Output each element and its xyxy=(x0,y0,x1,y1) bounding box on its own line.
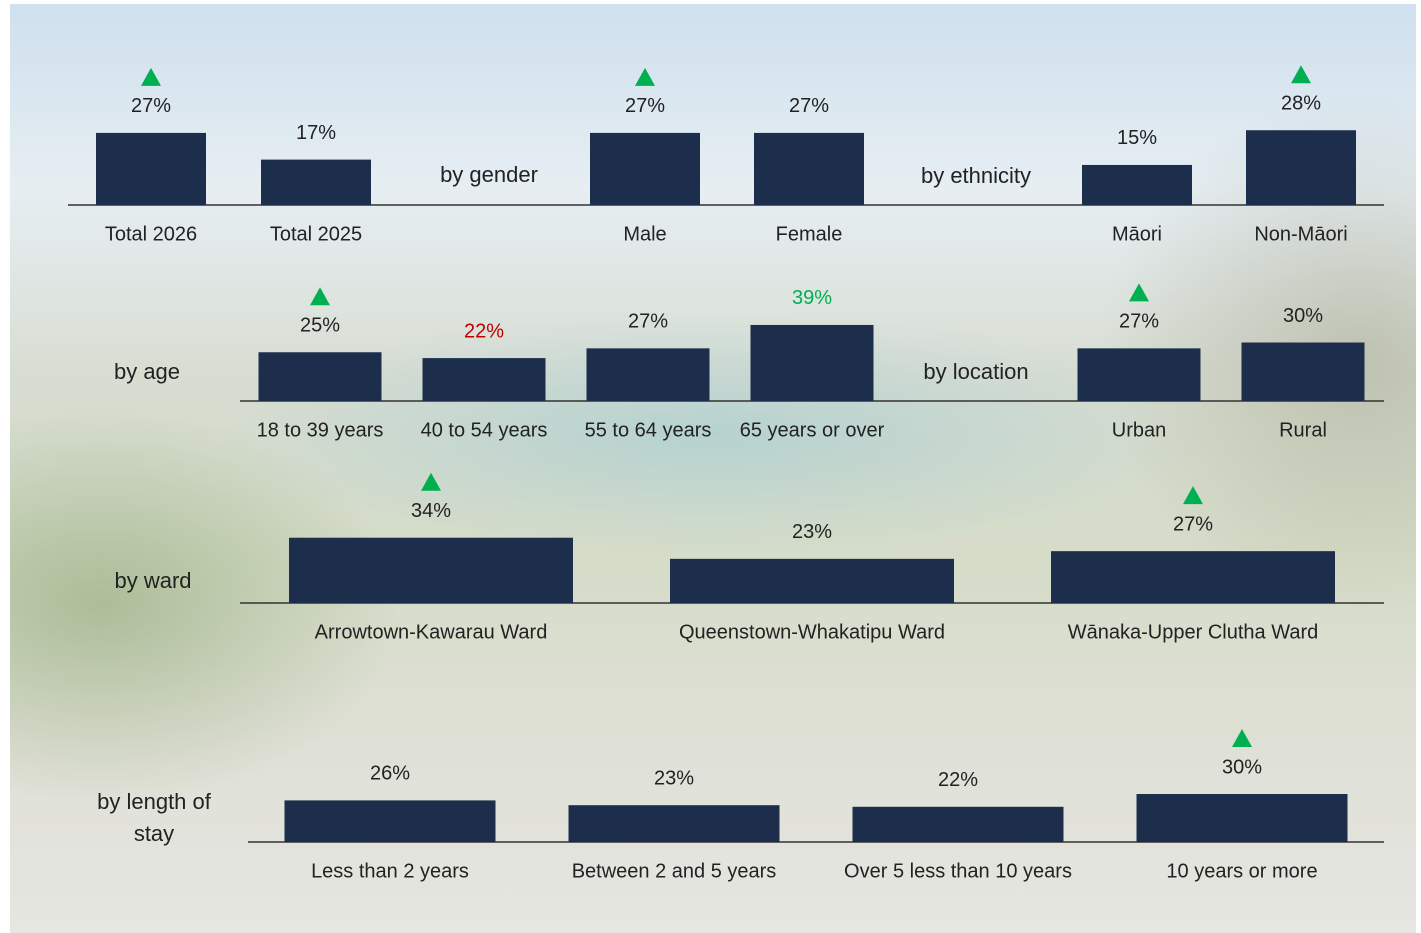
value-label: 17% xyxy=(296,122,336,144)
value-label: 30% xyxy=(1283,305,1323,327)
category-label: Male xyxy=(623,223,666,245)
bar xyxy=(96,132,206,205)
bar xyxy=(284,800,496,842)
group-title: by length of stay xyxy=(97,789,211,846)
category-label: 18 to 39 years xyxy=(257,419,384,441)
category-label: Arrowtown-Kawarau Ward xyxy=(315,621,548,643)
value-label: 23% xyxy=(654,767,694,789)
category-label: Rural xyxy=(1279,419,1327,441)
bar xyxy=(754,132,864,205)
value-label: 28% xyxy=(1281,93,1321,115)
category-label: Urban xyxy=(1112,419,1166,441)
category-label: 65 years or over xyxy=(740,419,885,441)
increase-marker xyxy=(421,472,441,491)
value-label: 22% xyxy=(938,769,978,791)
bar xyxy=(750,324,874,401)
value-label: 25% xyxy=(300,315,340,337)
bar xyxy=(289,537,573,603)
value-label: 26% xyxy=(370,763,410,785)
group-title: by ward xyxy=(114,568,192,593)
category-label: Wānaka-Upper Clutha Ward xyxy=(1068,621,1318,643)
category-label: Queenstown-Whakatipu Ward xyxy=(679,621,945,643)
value-label: 27% xyxy=(131,95,171,117)
value-label: 27% xyxy=(625,95,665,117)
category-label: Over 5 less than 10 years xyxy=(844,860,1072,882)
category-label: Total 2025 xyxy=(270,223,362,245)
group-title: by gender xyxy=(440,162,538,187)
bar xyxy=(258,352,382,401)
value-label: 30% xyxy=(1222,756,1262,778)
value-label: 27% xyxy=(628,311,668,333)
bar xyxy=(1082,164,1192,205)
bar xyxy=(1136,794,1348,842)
bar xyxy=(852,806,1064,842)
category-label: Non-Māori xyxy=(1254,223,1347,245)
value-label: 39% xyxy=(792,287,832,309)
bar xyxy=(586,348,710,401)
value-label: 22% xyxy=(464,320,504,342)
category-label: 10 years or more xyxy=(1166,860,1317,882)
increase-marker xyxy=(635,67,655,86)
value-label: 27% xyxy=(1173,513,1213,535)
category-label: 40 to 54 years xyxy=(421,419,548,441)
bar xyxy=(1077,348,1201,401)
bar xyxy=(422,358,546,401)
increase-marker xyxy=(1183,486,1203,505)
value-label: 34% xyxy=(411,500,451,522)
increase-marker xyxy=(1232,729,1252,747)
bar xyxy=(261,159,371,205)
background-photo xyxy=(10,4,1416,933)
bar xyxy=(670,558,954,603)
value-label: 15% xyxy=(1117,127,1157,149)
value-label: 23% xyxy=(792,521,832,543)
increase-marker xyxy=(141,67,161,86)
increase-marker xyxy=(1291,65,1311,84)
category-label: Female xyxy=(776,223,843,245)
group-title: by age xyxy=(113,359,181,384)
bar xyxy=(590,132,700,205)
bar xyxy=(1241,342,1365,401)
category-label: Less than 2 years xyxy=(311,860,469,882)
increase-marker xyxy=(1129,283,1149,302)
value-label: 27% xyxy=(1119,311,1159,333)
category-label: Māori xyxy=(1112,223,1162,245)
category-label: 55 to 64 years xyxy=(585,419,712,441)
bar xyxy=(1051,551,1335,603)
bar xyxy=(1246,130,1356,205)
category-label: Total 2026 xyxy=(105,223,197,245)
category-label: Between 2 and 5 years xyxy=(572,860,777,882)
bar xyxy=(568,805,780,842)
value-label: 27% xyxy=(789,95,829,117)
group-title: by location xyxy=(923,359,1029,384)
group-title: by ethnicity xyxy=(920,163,1032,188)
increase-marker xyxy=(310,287,330,306)
